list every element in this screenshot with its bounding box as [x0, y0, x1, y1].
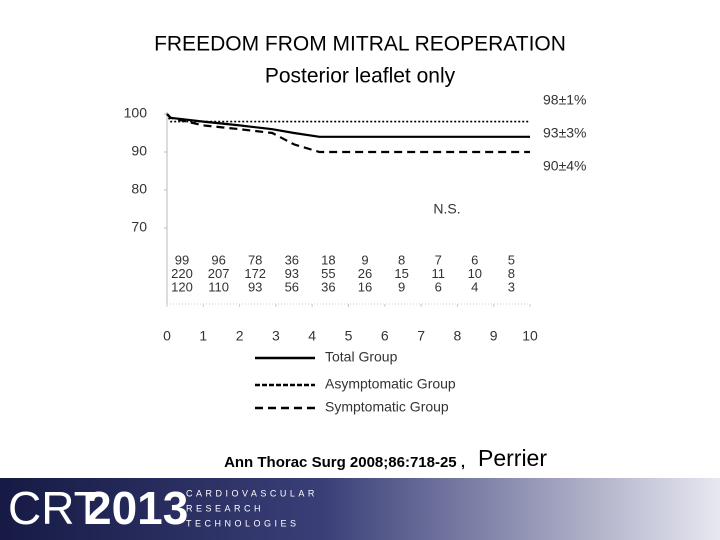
- footer-line: RESEARCH: [186, 503, 264, 513]
- at-risk-count: 9: [398, 279, 405, 294]
- chart-title: FREEDOM FROM MITRAL REOPERATION: [154, 33, 566, 56]
- citation-author: Perrier: [478, 445, 547, 471]
- footer-band: [0, 478, 720, 540]
- y-tick-label: 70: [131, 219, 147, 235]
- citation-source: Ann Thorac Surg 2008;86:718-25 ,: [224, 454, 465, 471]
- x-tick-label: 3: [272, 328, 280, 344]
- chart-subtitle: Posterior leaflet only: [265, 65, 456, 88]
- at-risk-count: 55: [321, 266, 335, 281]
- logo-b: 2013: [86, 482, 188, 534]
- x-tick-label: 7: [417, 328, 425, 344]
- footer-line: TECHNOLOGIES: [186, 518, 300, 528]
- x-tick-label: 1: [199, 328, 207, 344]
- at-risk-count: 8: [508, 266, 515, 281]
- footer-line: CARDIOVASCULAR: [186, 488, 318, 498]
- at-risk-count: 6: [435, 279, 442, 294]
- at-risk-count: 96: [211, 252, 225, 267]
- at-risk-count: 3: [508, 279, 515, 294]
- end-label: 90±4%: [543, 158, 587, 174]
- annotation: N.S.: [433, 201, 460, 217]
- x-tick-label: 4: [308, 328, 316, 344]
- line: [166, 113, 530, 123]
- end-label: 93±3%: [543, 125, 587, 141]
- x-tick-label: 5: [345, 328, 353, 344]
- x-tick-label: 10: [522, 328, 538, 344]
- end-label: 98±1%: [543, 92, 587, 108]
- at-risk-count: 56: [285, 279, 299, 294]
- y-tick-label: 80: [131, 181, 147, 197]
- x-tick-label: 2: [236, 328, 244, 344]
- logo-a: CRT: [8, 482, 102, 534]
- line: [166, 113, 530, 138]
- x-tick-label: 8: [454, 328, 462, 344]
- at-risk-count: 8: [398, 252, 405, 267]
- at-risk-count: 9: [361, 252, 368, 267]
- x-tick-label: 9: [490, 328, 498, 344]
- legend-label: Symptomatic Group: [325, 399, 449, 415]
- at-risk-count: 99: [175, 252, 189, 267]
- at-risk-count: 11: [431, 266, 445, 281]
- y-tick-label: 90: [131, 143, 147, 159]
- at-risk-count: 15: [394, 266, 408, 281]
- at-risk-count: 172: [244, 266, 266, 281]
- at-risk-count: 5: [508, 252, 515, 267]
- at-risk-count: 18: [321, 252, 335, 267]
- at-risk-count: 7: [435, 252, 442, 267]
- at-risk-count: 6: [471, 252, 478, 267]
- at-risk-count: 110: [208, 279, 229, 294]
- legend-label: Total Group: [325, 349, 398, 365]
- x-tick-label: 6: [381, 328, 389, 344]
- y-tick-label: 100: [124, 105, 148, 121]
- at-risk-count: 16: [358, 279, 372, 294]
- at-risk-count: 207: [208, 266, 230, 281]
- legend-label: Asymptomatic Group: [325, 376, 456, 392]
- at-risk-count: 78: [248, 252, 262, 267]
- at-risk-count: 220: [171, 266, 193, 281]
- at-risk-count: 26: [358, 266, 372, 281]
- at-risk-count: 93: [248, 279, 262, 294]
- at-risk-count: 93: [285, 266, 299, 281]
- at-risk-count: 36: [321, 279, 335, 294]
- at-risk-count: 120: [171, 279, 193, 294]
- at-risk-count: 10: [468, 266, 482, 281]
- x-tick-label: 0: [163, 328, 171, 344]
- at-risk-count: 4: [471, 279, 478, 294]
- at-risk-count: 36: [285, 252, 299, 267]
- line: [166, 113, 530, 154]
